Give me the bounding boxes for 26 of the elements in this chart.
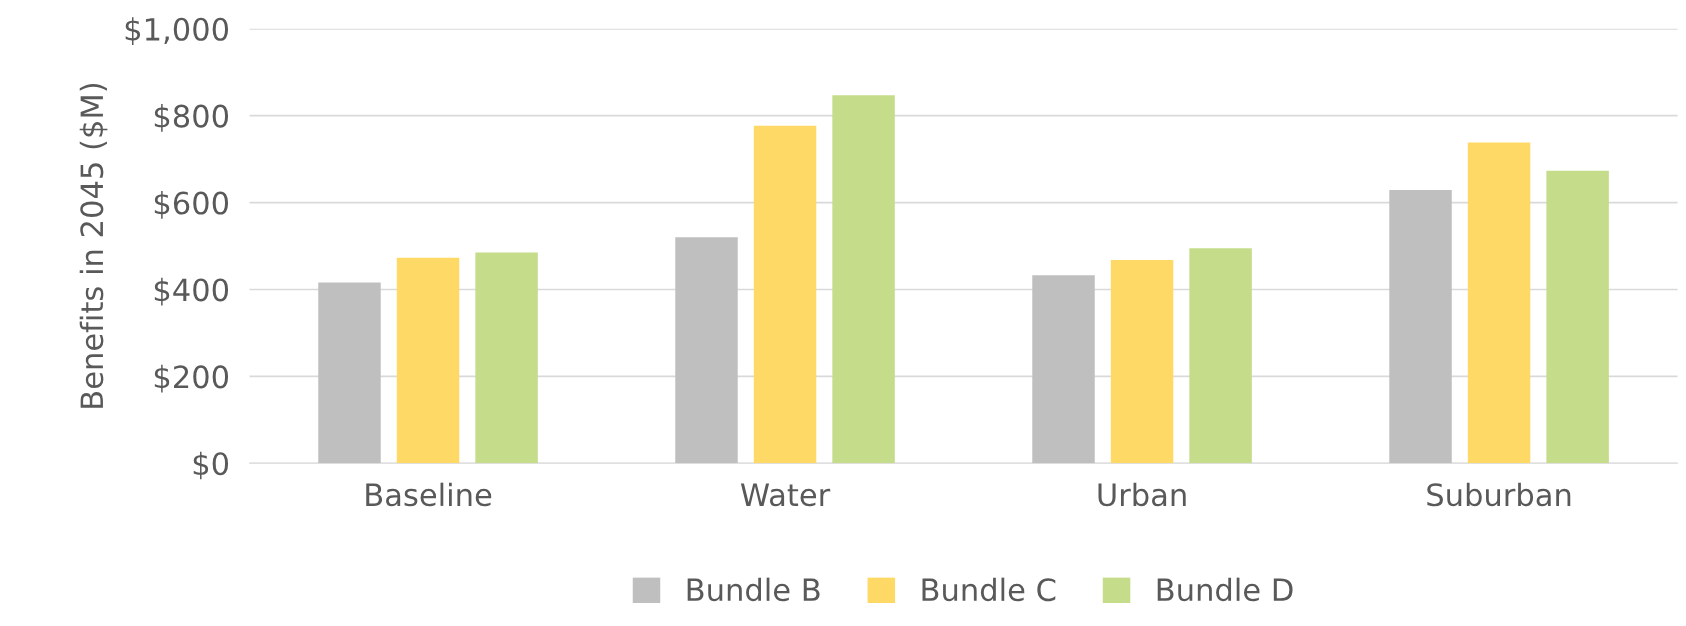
bar	[1546, 170, 1609, 464]
bar	[318, 282, 381, 464]
x-tick-label: Baseline	[366, 482, 492, 507]
y-tick-label: $800	[154, 104, 229, 132]
y-tick-label: $600	[154, 190, 229, 219]
bar	[1189, 248, 1252, 464]
bar	[396, 257, 460, 464]
bar	[832, 95, 895, 464]
bar	[753, 125, 817, 464]
x-tick-label: Urban	[1098, 482, 1186, 507]
x-tick-label: Water	[740, 483, 831, 507]
x-tick-label: Suburban	[1427, 482, 1571, 507]
y-axis-title: Benefits in 2045 ($M)	[79, 83, 108, 408]
y-tick-label: $200	[154, 364, 229, 393]
bar	[1467, 142, 1531, 464]
bar	[1032, 275, 1095, 464]
y-tick-label: $0	[193, 451, 229, 480]
bar	[1110, 259, 1174, 464]
y-tick-label: $400	[154, 277, 229, 306]
legend-label: Bundle B	[687, 577, 820, 602]
bar	[1389, 189, 1452, 464]
legend-label: Bundle D	[1157, 577, 1293, 602]
bar	[475, 252, 538, 464]
legend-label: Bundle C	[922, 577, 1056, 602]
y-tick-label: $1,000	[125, 17, 229, 45]
bar	[675, 237, 738, 464]
